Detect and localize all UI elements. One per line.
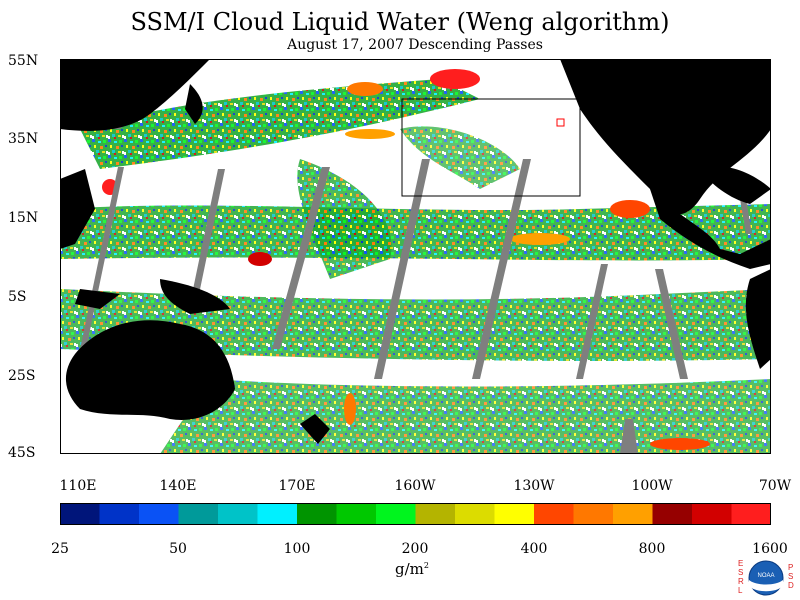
colorbar-swatch [455,503,495,525]
colorbar [60,503,771,525]
colorbar-frame [60,503,771,525]
asia-land [60,59,210,131]
lon-label-160w: 160W [394,478,436,494]
svg-text:E: E [738,559,743,568]
colorbar-swatch [415,503,456,525]
colorbar-swatch [534,503,574,525]
lon-label-130w: 130W [513,478,555,494]
colorbar-swatch [218,503,258,525]
colorbar-label-200: 200 [401,541,429,557]
colorbar-label-800: 800 [638,541,666,557]
heavy-cloud-spots [102,69,710,450]
lon-label-110e: 110E [59,478,97,494]
lon-label-170e: 170E [278,478,316,494]
lon-label-70w: 70W [758,478,792,494]
colorbar-swatch [336,503,377,525]
borneo-land [75,289,120,309]
colorbar-label-25: 25 [51,541,69,557]
map-title: SSM/I Cloud Liquid Water (Weng algorithm… [130,8,670,36]
australia-land [65,320,236,420]
svg-text:S: S [738,568,743,577]
colorbar-label-400: 400 [520,541,548,557]
new-zealand-land [300,414,330,444]
lat-label-25s: 25S [8,368,36,384]
cloud-water-map [60,59,771,454]
colorbar-swatch [692,503,732,525]
svg-text:NOAA: NOAA [757,573,774,579]
gulf-coast-land [700,166,771,204]
lat-label-55n: 55N [8,53,39,69]
new-guinea-land [160,279,230,314]
colorbar-swatch [99,503,140,525]
map-frame [60,59,771,454]
japan-land [185,84,203,124]
colorbar-label-1600: 1600 [752,541,788,557]
lon-label-140e: 140E [159,478,197,494]
small-marker-box [556,118,565,127]
lat-label-45s: 45S [8,445,36,461]
southeast-asia-land [60,169,95,249]
lat-label-35n: 35N [8,131,39,147]
svg-text:D: D [788,581,794,590]
colorbar-swatch [731,503,771,525]
land-masses [60,59,771,444]
central-america-land [650,189,771,269]
colorbar-swatch [178,503,219,525]
colorbar-swatch [494,503,535,525]
colorbar-swatch [613,503,653,525]
lat-label-5s: 5S [8,289,27,305]
lon-label-100w: 100W [631,478,673,494]
svg-text:L: L [738,586,743,595]
colorbar-swatch [60,503,100,525]
colorbar-swatch [376,503,416,525]
colorbar-swatch [652,503,693,525]
analysis-region-box [401,98,581,197]
colorbar-unit: g/m2 [395,560,429,578]
colorbar-swatch [297,503,337,525]
svg-text:P: P [788,563,793,572]
colorbar-swatch [257,503,298,525]
colorbar-label-100: 100 [283,541,311,557]
map-subtitle: August 17, 2007 Descending Passes [287,37,543,53]
lat-label-15n: 15N [8,210,39,226]
colorbar-label-50: 50 [169,541,187,557]
svg-text:S: S [788,572,793,581]
colorbar-swatch [139,503,179,525]
colorbar-swatch [573,503,614,525]
svg-text:R: R [738,577,744,586]
south-america-land [745,269,771,369]
